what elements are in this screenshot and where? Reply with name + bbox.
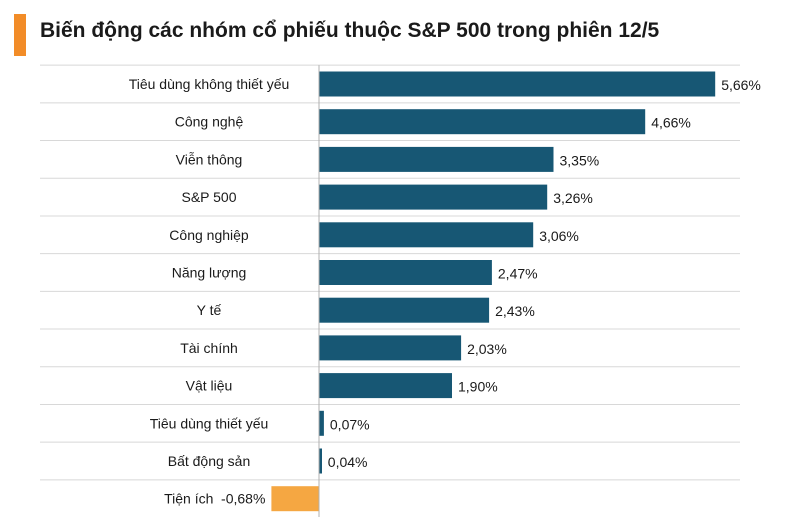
value-label: 0,07%	[330, 416, 370, 432]
bar	[319, 297, 490, 323]
labels: Tiêu dùng không thiết yếu 5,66% Công nghệ 4…	[129, 76, 761, 507]
value-label: 2,43%	[495, 303, 535, 319]
gridlines	[40, 64, 740, 481]
value-label: 3,26%	[553, 190, 593, 206]
category-label: Viễn thông	[176, 151, 243, 167]
bar	[319, 260, 492, 285]
category-label: Tiện ích	[164, 491, 213, 507]
bar	[319, 373, 452, 399]
category-label: Tài chính	[180, 340, 238, 356]
bar	[319, 109, 646, 135]
value-label: -0,68%	[221, 491, 265, 507]
category-label: Bất động sản	[168, 453, 251, 469]
value-label: 0,04%	[328, 454, 368, 470]
bar	[271, 486, 319, 512]
bar	[319, 410, 324, 436]
value-label: 3,06%	[539, 228, 579, 244]
category-label: Y tế	[197, 302, 222, 318]
value-label: 5,66%	[721, 77, 761, 93]
chart-title: Biến động các nhóm cổ phiếu thuộc S&P 50…	[40, 19, 660, 42]
bar	[319, 335, 462, 361]
value-label: 4,66%	[651, 115, 691, 131]
title-accent-bar	[14, 14, 26, 56]
value-label: 1,90%	[458, 379, 498, 395]
bars	[271, 71, 716, 512]
category-label: S&P 500	[181, 189, 236, 205]
bar	[319, 146, 554, 172]
value-label: 3,35%	[560, 152, 600, 168]
value-label: 2,47%	[498, 266, 538, 282]
bar	[319, 448, 322, 474]
bar	[319, 222, 534, 248]
category-label: Tiêu dùng thiết yếu	[150, 415, 269, 431]
bar	[319, 184, 548, 210]
category-label: Năng lượng	[172, 265, 247, 281]
category-label: Vật liệu	[186, 378, 233, 394]
category-label: Công nghiệp	[169, 227, 249, 243]
category-label: Tiêu dùng không thiết yếu	[129, 76, 290, 92]
category-label: Công nghệ	[175, 114, 244, 130]
bar	[319, 71, 716, 97]
value-label: 2,03%	[467, 341, 507, 357]
